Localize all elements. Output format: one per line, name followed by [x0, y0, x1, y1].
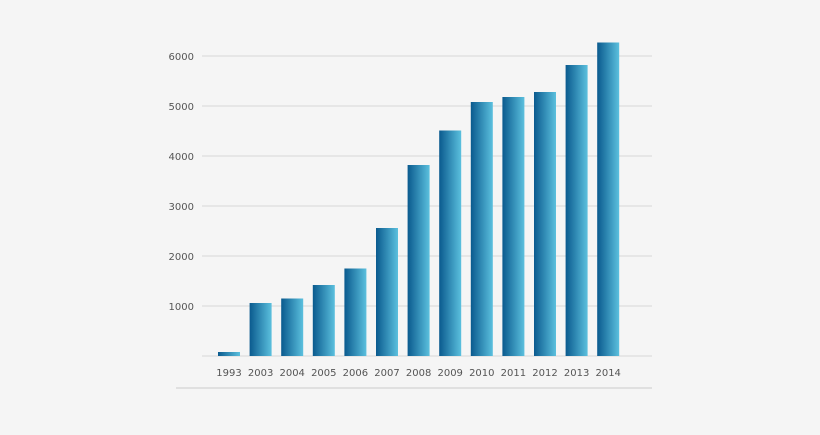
x-tick-label-2011: 2011: [501, 368, 526, 379]
y-tick-label-1000: 1000: [169, 302, 194, 313]
y-tick-label-6000: 6000: [169, 52, 194, 63]
y-tick-label-3000: 3000: [169, 202, 194, 213]
x-tick-label-2005: 2005: [311, 368, 336, 379]
bar-2004: [281, 298, 304, 356]
bar-2007: [376, 228, 398, 356]
x-tick-label-2010: 2010: [469, 368, 494, 379]
x-tick-label-2009: 2009: [437, 368, 462, 379]
bar-2008: [407, 165, 430, 356]
bar-2012: [534, 92, 556, 356]
y-tick-label-4000: 4000: [169, 152, 194, 163]
bar-1993: [218, 352, 240, 356]
bar-2006: [344, 268, 367, 356]
x-tick-label-1993: 1993: [216, 368, 241, 379]
x-tick-label-2012: 2012: [532, 368, 557, 379]
y-tick-label-5000: 5000: [169, 102, 194, 113]
bars: [218, 42, 620, 356]
x-tick-label-2004: 2004: [279, 368, 304, 379]
bar-2011: [502, 97, 525, 356]
bar-2009: [439, 130, 462, 356]
x-tick-label-2006: 2006: [343, 368, 368, 379]
bar-2005: [312, 285, 335, 356]
bar-2010: [470, 102, 493, 356]
x-tick-label-2003: 2003: [248, 368, 273, 379]
bar-2013: [565, 65, 588, 356]
x-tick-label-2014: 2014: [595, 368, 620, 379]
y-tick-label-2000: 2000: [169, 252, 194, 263]
x-tick-label-2008: 2008: [406, 368, 431, 379]
x-axis-tick-labels: 1993 2003 2004 2005 2006 2007 2008 2009 2010 2011…: [216, 368, 621, 379]
x-tick-label-2013: 2013: [564, 368, 589, 379]
x-tick-label-2007: 2007: [374, 368, 399, 379]
bar-2014: [597, 42, 620, 356]
bar-2003: [249, 303, 272, 356]
y-axis-tick-labels: 1000 2000 3000 4000 5000 6000: [169, 52, 194, 313]
